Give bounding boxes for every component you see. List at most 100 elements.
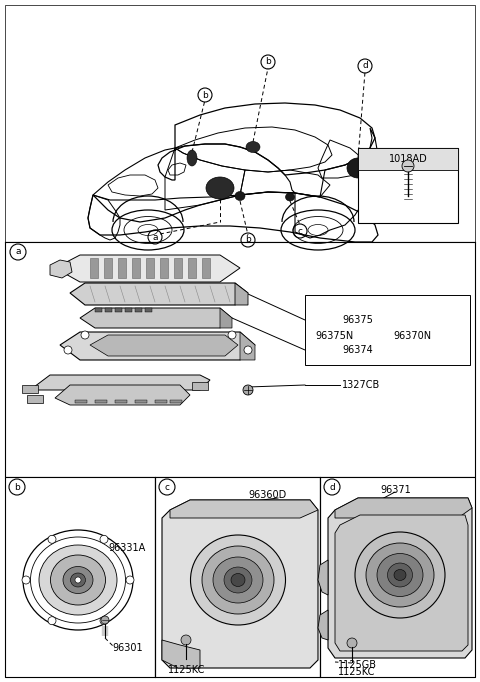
Circle shape [101,616,109,624]
Bar [5,242,475,477]
Circle shape [243,385,253,395]
Bar [358,148,458,170]
Polygon shape [90,335,238,356]
Text: 96331A: 96331A [108,543,145,553]
Text: 96375N: 96375N [315,331,353,341]
Polygon shape [328,498,472,658]
Polygon shape [90,258,98,278]
Text: 1327CB: 1327CB [342,380,380,390]
Bar [358,148,458,223]
Polygon shape [174,258,182,278]
Ellipse shape [387,563,412,587]
Ellipse shape [191,535,286,625]
Text: c: c [165,482,169,492]
Ellipse shape [286,193,295,201]
Polygon shape [170,500,318,518]
Circle shape [100,535,108,544]
Text: 96301: 96301 [112,643,143,653]
Ellipse shape [377,554,423,597]
Ellipse shape [394,569,406,580]
Ellipse shape [71,573,85,587]
Ellipse shape [187,150,197,166]
Bar [105,308,112,312]
Bar [27,395,43,403]
Polygon shape [160,258,168,278]
Text: b: b [14,482,20,492]
Ellipse shape [23,530,133,630]
Circle shape [126,576,134,584]
Ellipse shape [213,557,263,603]
Text: 1125KC: 1125KC [168,665,205,675]
Text: c: c [298,226,302,235]
Text: b: b [202,91,208,100]
Bar [155,400,167,403]
Ellipse shape [235,192,245,201]
Polygon shape [220,308,232,328]
Ellipse shape [347,158,369,178]
Ellipse shape [224,567,252,593]
Text: d: d [329,482,335,492]
Ellipse shape [202,546,274,614]
Polygon shape [202,258,210,278]
Bar [305,295,470,365]
Polygon shape [55,255,240,282]
Polygon shape [335,498,472,518]
Polygon shape [60,332,255,360]
Ellipse shape [355,532,445,618]
Bar [135,308,142,312]
Bar [22,385,38,393]
Polygon shape [162,640,200,668]
Polygon shape [80,308,232,328]
Polygon shape [70,283,248,305]
Circle shape [244,346,252,354]
Circle shape [48,535,56,544]
Text: 1125GB: 1125GB [338,660,377,670]
Bar [135,400,147,403]
Ellipse shape [206,177,234,199]
Polygon shape [335,515,468,651]
Polygon shape [235,283,248,305]
Ellipse shape [50,555,106,605]
Circle shape [228,331,236,339]
Bar [95,308,102,312]
Text: 1125KC: 1125KC [338,667,375,677]
Bar [125,308,132,312]
Ellipse shape [63,567,93,593]
Polygon shape [162,500,318,668]
Bar [95,400,107,403]
Circle shape [402,160,414,172]
Text: 96370N: 96370N [393,331,431,341]
Polygon shape [318,610,328,640]
Polygon shape [146,258,154,278]
Text: 96360D: 96360D [248,490,286,500]
Ellipse shape [39,545,117,615]
Circle shape [81,331,89,339]
Text: 1018AD: 1018AD [389,154,427,164]
Bar [320,477,475,677]
Text: b: b [245,235,251,245]
Polygon shape [132,258,140,278]
Bar [145,308,152,312]
Ellipse shape [366,543,434,607]
Polygon shape [188,258,196,278]
Polygon shape [50,260,72,278]
Circle shape [100,617,108,625]
Bar [192,382,208,390]
Circle shape [181,635,191,645]
Circle shape [347,638,357,648]
Bar [5,477,155,677]
Text: b: b [265,57,271,67]
Ellipse shape [231,574,245,587]
Polygon shape [118,258,126,278]
Text: 96375: 96375 [342,315,373,325]
Text: d: d [362,61,368,70]
Text: 96371: 96371 [380,485,411,495]
Text: a: a [15,248,21,256]
Bar [170,400,182,403]
Circle shape [64,346,72,354]
Polygon shape [104,258,112,278]
Circle shape [48,617,56,625]
Polygon shape [55,385,190,405]
Ellipse shape [246,141,260,153]
Polygon shape [318,560,328,595]
